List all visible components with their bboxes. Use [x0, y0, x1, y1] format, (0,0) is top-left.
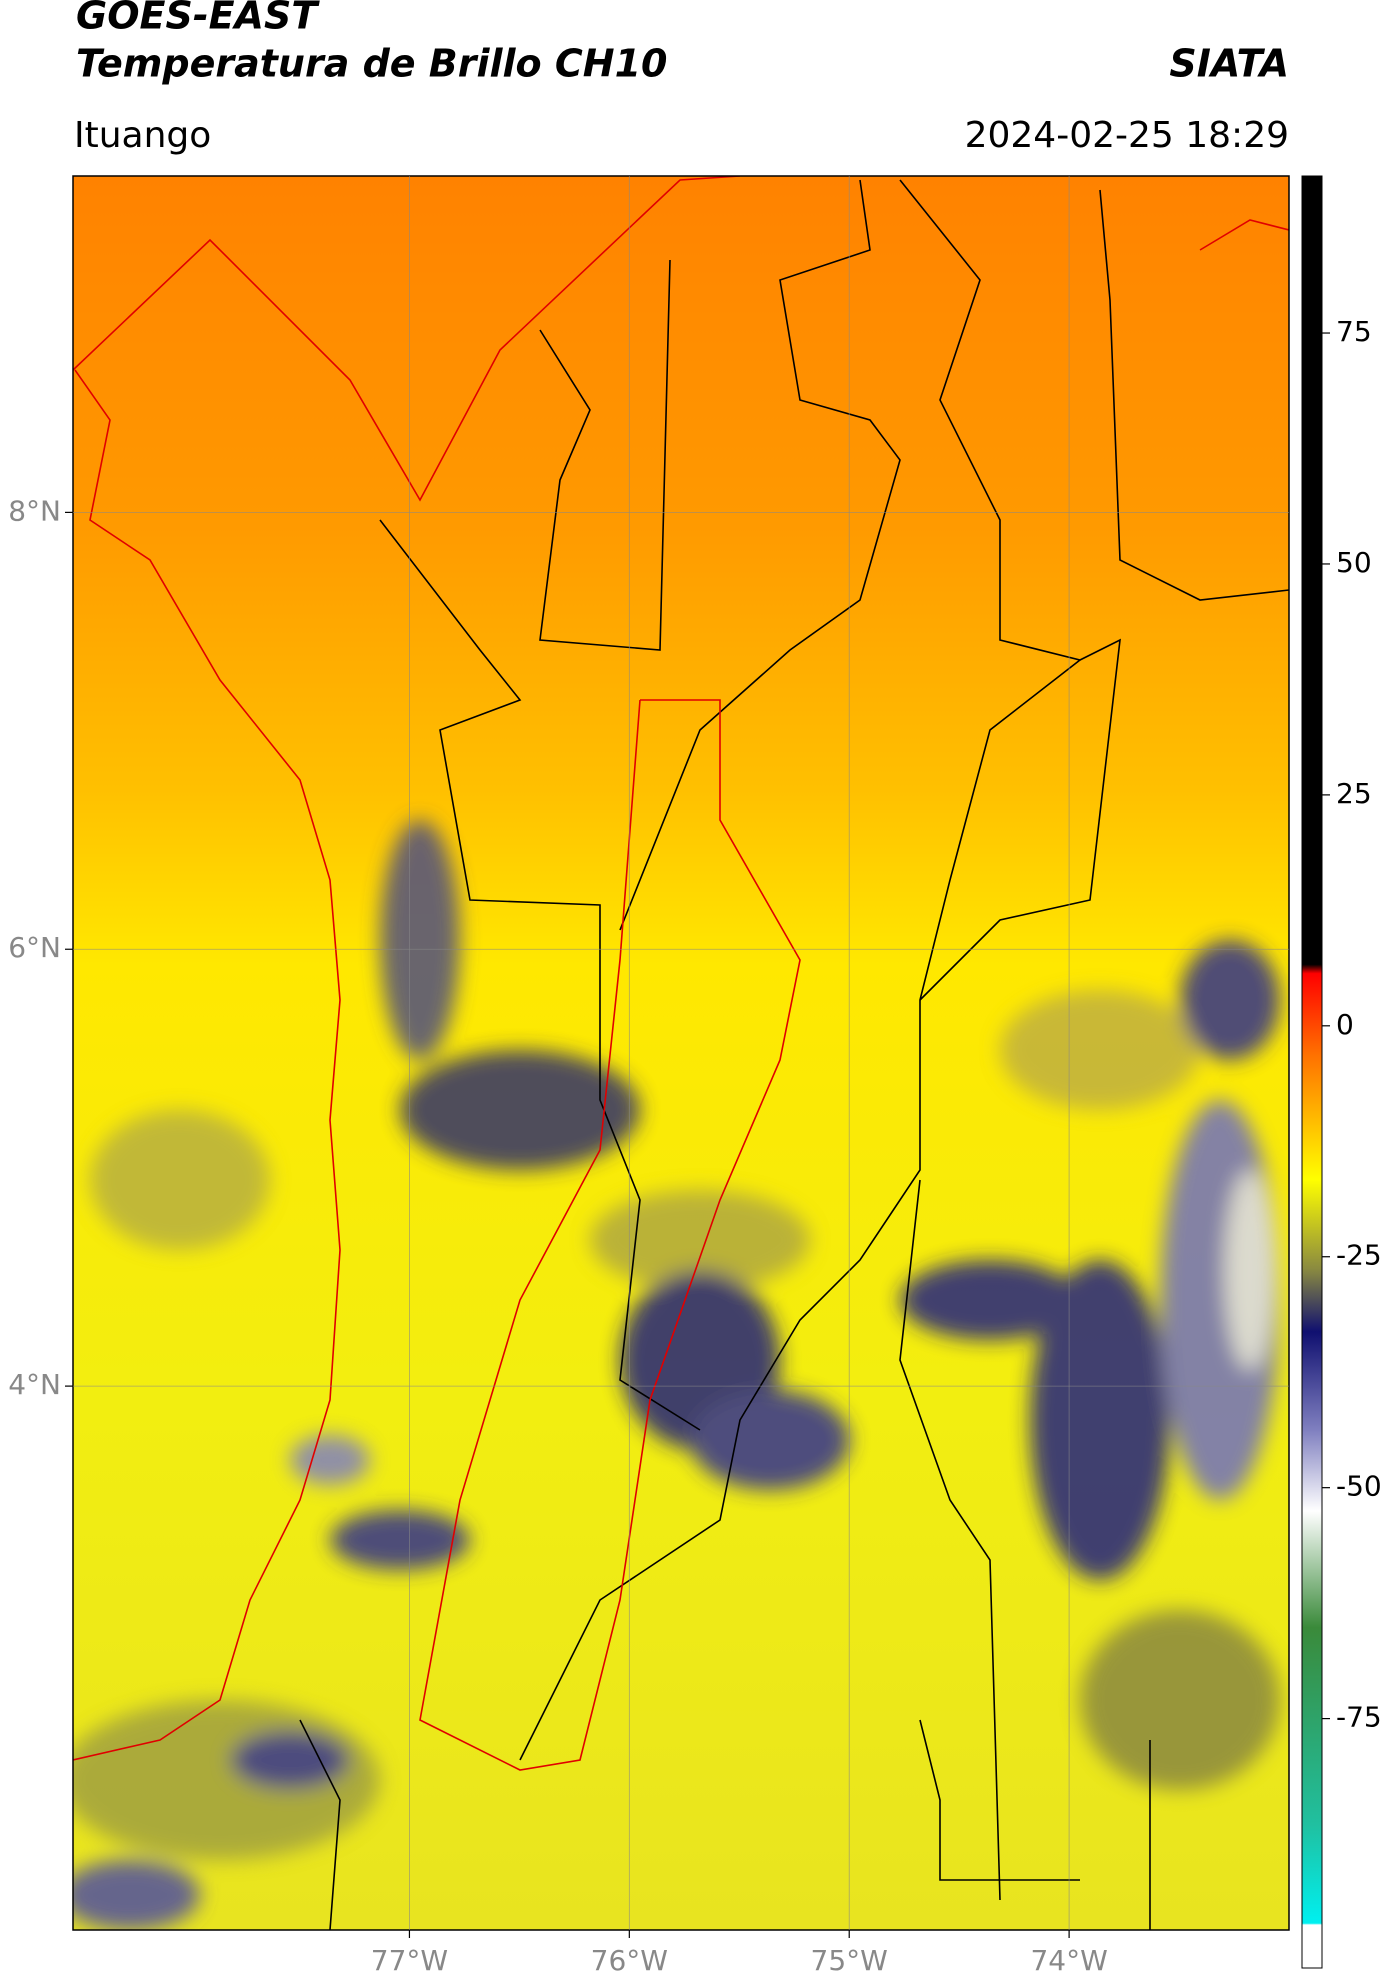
source: SIATA: [1169, 42, 1289, 86]
timestamp: 2024-02-25 18:29: [965, 115, 1289, 156]
colorbar-tick-label: 0: [1336, 1008, 1354, 1041]
y-tick-label: 6°N: [8, 931, 61, 964]
map-frame: [72, 175, 1290, 1931]
colorbar-tick-label: 75: [1336, 315, 1372, 348]
x-tick-label: 75°W: [811, 1944, 888, 1977]
x-tick-label: 77°W: [371, 1944, 448, 1977]
colorbar: [1301, 175, 1323, 1969]
x-tick-label: 74°W: [1030, 1944, 1107, 1977]
subtitle: Temperatura de Brillo CH10: [76, 42, 667, 86]
colorbar-tick-label: -25: [1336, 1239, 1382, 1272]
colorbar-tick-label: -75: [1336, 1701, 1382, 1734]
colorbar-tick-label: 50: [1336, 546, 1372, 579]
region: Ituango: [74, 115, 211, 156]
x-tick-label: 76°W: [591, 1944, 668, 1977]
title: GOES-EAST: [76, 0, 320, 38]
y-tick-label: 4°N: [8, 1368, 61, 1401]
satellite-image: [73, 176, 1289, 1930]
colorbar-tick-label: 25: [1336, 777, 1372, 810]
colorbar-tick-label: -50: [1336, 1470, 1382, 1503]
y-tick-label: 8°N: [8, 494, 61, 527]
